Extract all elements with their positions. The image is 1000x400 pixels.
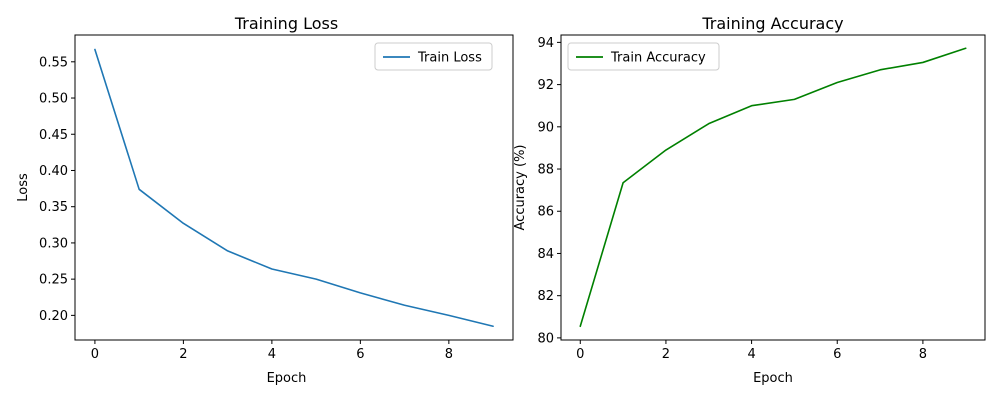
y-tick-label: 0.20 — [39, 309, 68, 324]
x-axis-label: Epoch — [753, 371, 793, 386]
y-axis-label: Accuracy (%) — [513, 145, 528, 231]
y-tick-label: 82 — [537, 289, 554, 304]
plot-frame — [74, 34, 514, 341]
legend-entry-train-accuracy: Train Accuracy — [610, 51, 706, 66]
loss-chart: Training Loss 0 2 4 6 8 0.20 0.25 0.30 0.35 0.40… — [16, 14, 514, 386]
legend-box — [567, 42, 720, 71]
y-tick-label: 86 — [537, 205, 554, 220]
legend: Train Accuracy — [567, 42, 720, 71]
legend-entry-train-loss: Train Loss — [417, 51, 482, 66]
y-tick-label: 88 — [537, 163, 554, 178]
x-tick-label: 6 — [833, 347, 841, 362]
legend: Train Loss — [374, 42, 493, 71]
x-tick-label: 4 — [747, 347, 755, 362]
y-tick-label: 0.40 — [39, 164, 68, 179]
y-tick-label: 84 — [537, 247, 554, 262]
series-line-train-accuracy — [579, 47, 967, 328]
y-axis-ticks: 80 82 84 86 88 90 92 94 — [537, 36, 561, 346]
y-tick-label: 90 — [537, 120, 554, 135]
x-axis-ticks: 0 2 4 6 8 — [576, 340, 927, 362]
y-tick-label: 0.25 — [39, 273, 68, 288]
series-layer — [579, 47, 967, 328]
x-axis-label: Epoch — [267, 371, 307, 386]
series-line-train-loss — [94, 48, 494, 328]
x-tick-label: 6 — [356, 347, 364, 362]
y-tick-label: 94 — [537, 36, 554, 51]
x-tick-label: 2 — [662, 347, 670, 362]
x-tick-label: 8 — [919, 347, 927, 362]
y-tick-label: 0.50 — [39, 92, 68, 107]
x-axis-ticks: 0 2 4 6 8 — [91, 340, 453, 362]
plot-frame — [560, 34, 986, 341]
chart-title: Training Loss — [234, 14, 338, 33]
x-tick-label: 4 — [268, 347, 276, 362]
y-tick-label: 0.30 — [39, 236, 68, 251]
y-tick-label: 0.55 — [39, 55, 68, 70]
legend-box — [374, 42, 493, 71]
series-layer — [94, 48, 494, 328]
x-tick-label: 8 — [445, 347, 453, 362]
x-tick-label: 0 — [576, 347, 584, 362]
y-axis-label: Loss — [16, 173, 31, 202]
x-tick-label: 2 — [179, 347, 187, 362]
accuracy-chart: Training Accuracy 0 2 4 6 8 80 82 84 86 88 90 92 94… — [513, 14, 986, 386]
y-axis-ticks: 0.20 0.25 0.30 0.35 0.40 0.45 0.50 0.55 — [39, 55, 75, 324]
x-tick-label: 0 — [91, 347, 99, 362]
y-tick-label: 0.45 — [39, 128, 68, 143]
y-tick-label: 80 — [537, 331, 554, 346]
chart-title: Training Accuracy — [701, 14, 843, 33]
y-tick-label: 92 — [537, 78, 554, 93]
y-tick-label: 0.35 — [39, 200, 68, 215]
